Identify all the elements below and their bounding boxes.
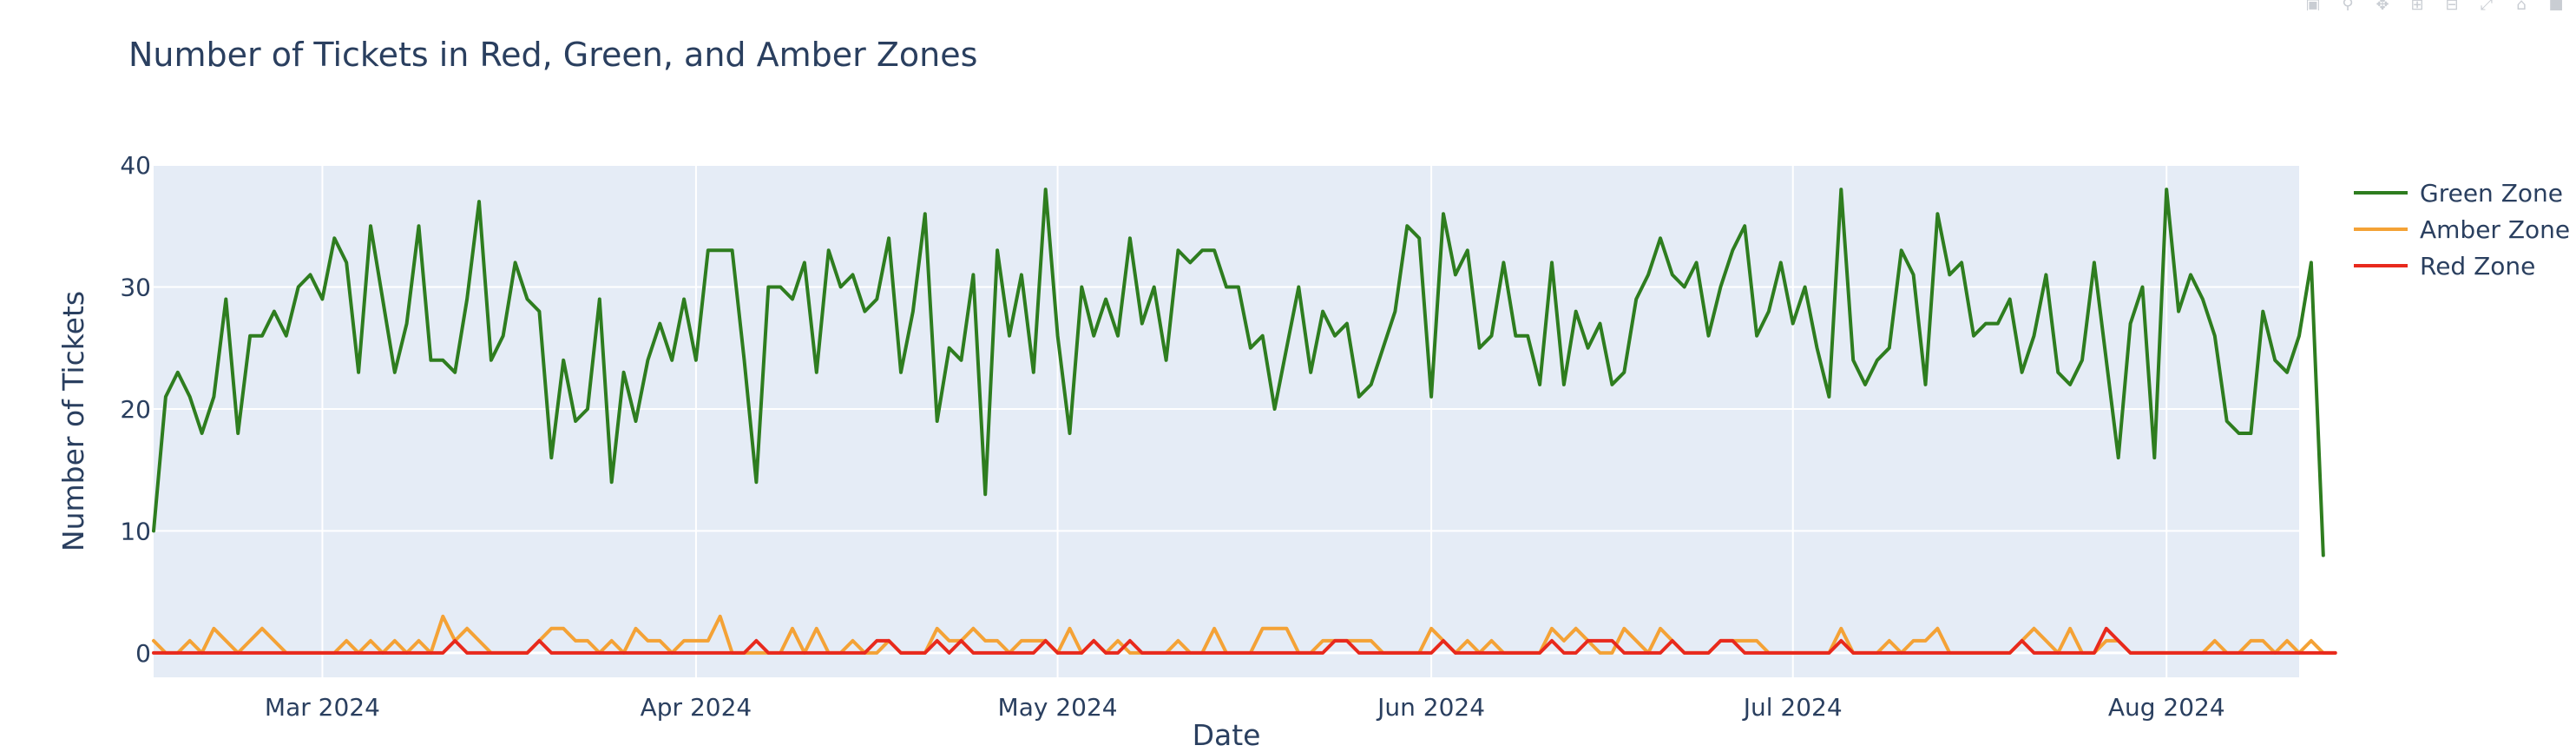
zoom-icon[interactable]: ⚲ (2342, 0, 2354, 10)
reset-axes-icon[interactable]: ⌂ (2516, 0, 2527, 10)
x-axis-label: Date (1193, 718, 1261, 752)
legend-item-green-zone[interactable]: Green Zone (2354, 179, 2563, 208)
zoom-out-icon[interactable]: ⊟ (2445, 0, 2459, 10)
x-tick-labels: Mar 2024 Apr 2024 May 2024 Jun 2024 Jul 2024… (265, 693, 2225, 722)
pan-icon[interactable]: ✥ (2376, 0, 2389, 10)
modebar: ▣ ⚲ ✥ ⊞ ⊟ ⤢ ⌂ ■ (2302, 0, 2576, 12)
legend-label: Amber Zone (2420, 215, 2570, 244)
x-tick-label: Jul 2024 (1742, 693, 1843, 722)
y-tick-label: 30 (120, 273, 151, 301)
legend-label: Red Zone (2420, 252, 2535, 280)
green-zone-line[interactable] (152, 188, 2325, 557)
y-tick-label: 40 (120, 151, 151, 180)
legend-item-amber-zone[interactable]: Amber Zone (2354, 215, 2570, 244)
camera-icon[interactable]: ▣ (2305, 0, 2321, 10)
y-tick-label: 20 (120, 395, 151, 424)
y-tick-label: 10 (120, 517, 151, 545)
x-tick-label: Mar 2024 (265, 693, 380, 722)
autoscale-icon[interactable]: ⤢ (2480, 0, 2494, 10)
x-tick-label: Aug 2024 (2108, 693, 2225, 722)
series-layer (152, 188, 2337, 655)
legend-label: Green Zone (2420, 179, 2563, 208)
legend-item-red-zone[interactable]: Red Zone (2354, 252, 2535, 280)
plotly-logo-icon[interactable]: ■ (2548, 0, 2564, 10)
x-gridlines (321, 165, 2168, 677)
plot-area[interactable] (154, 165, 2299, 677)
x-tick-label: Jun 2024 (1376, 693, 1485, 722)
y-axis-label: Number of Tickets (56, 291, 90, 551)
y-tick-label: 0 (135, 639, 151, 668)
y-tick-labels: 0 10 20 30 40 (120, 151, 151, 668)
chart-title: Number of Tickets in Red, Green, and Amb… (128, 36, 977, 74)
x-tick-label: May 2024 (998, 693, 1118, 722)
legend[interactable]: Green Zone Amber Zone Red Zone (2354, 179, 2570, 280)
red-zone-line[interactable] (152, 626, 2337, 655)
zoom-in-icon[interactable]: ⊞ (2410, 0, 2424, 10)
x-tick-label: Apr 2024 (641, 693, 752, 722)
